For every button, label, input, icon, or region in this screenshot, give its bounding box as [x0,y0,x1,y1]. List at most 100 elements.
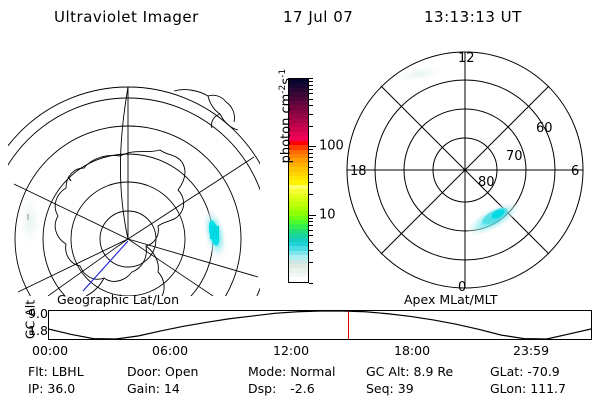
status-bar: Flt: LBHL IP: 36.0 Door: Open Gain: 14 M… [0,364,600,400]
mlat-label-60: 60 [536,121,553,136]
mlt-label-0: 0 [458,280,466,295]
observation-time: 13:13:13 UT [424,8,522,26]
aurora-emission-geographic [202,208,228,260]
colorbar-band-35 [289,233,308,238]
colorbar-minor-tick [309,166,313,168]
mlat-label-70: 70 [506,149,523,164]
colorbar-band-38 [289,246,308,251]
unit-exponent-2: -1 [277,68,288,78]
colorbar-band-15 [289,145,308,150]
colorbar-band-4 [289,96,308,102]
colorbar-band-2 [289,87,308,93]
colorbar-band-40 [289,255,308,260]
colorbar-band-11 [289,127,308,132]
meridian-lines [13,87,259,296]
colorbar-minor-tick [309,161,313,163]
status-gc-alt: GC Alt: 8.9 Re [366,364,453,379]
colorbar-band-23 [289,180,308,185]
colorbar-minor-tick [309,217,313,219]
colorbar-minor-tick [309,221,313,223]
colorbar-band-17 [289,153,308,159]
instrument-title: Ultraviolet Imager [54,8,199,26]
colorbar-band-18 [289,158,308,163]
status-glon: GLon: 111.7 [490,381,566,396]
colorbar-minor-tick [309,250,313,252]
status-mode: Mode: Normal [248,364,336,379]
colorbar-band-10 [289,123,308,128]
unit-exponent-1: -2 [277,84,288,94]
colorbar-band-8 [289,114,308,119]
filter-label: Flt: [28,364,48,379]
colorbar-band-16 [289,149,308,154]
orbit-xtick-4: 23:59 [513,343,550,358]
orbit-xtick-1: 06:00 [152,343,189,358]
colorbar-band-41 [289,259,308,265]
status-dsp: Dsp: -2.6 [248,381,315,396]
colorbar-band-45 [289,277,308,282]
colorbar-minor-tick [309,156,313,158]
geographic-polar-map [8,44,260,296]
orbit-xtick-3: 18:00 [394,343,431,358]
orbit-ytick-high: 9.0 [28,306,48,321]
seq-value: 39 [397,381,414,396]
colorbar-band-31 [289,215,308,220]
glon-label: GLon: [490,381,527,396]
gc-alt-value: 8.9 Re [413,364,454,379]
colorbar-band-12 [289,131,308,137]
current-time-marker [347,311,350,339]
mlt-spokes [347,52,583,288]
gain-value: 14 [163,381,180,396]
mlt-label-18: 18 [350,164,367,179]
mlat-label-80: 80 [478,175,495,190]
colorbar-band-30 [289,211,308,216]
orbit-track-line [82,240,129,292]
colorbar-band-25 [289,189,308,194]
orbit-xtick-2: 12:00 [273,343,310,358]
orbit-ytick-low: 1.8 [28,323,48,338]
colorbar-band-7 [289,109,308,115]
faint-emission-noon [394,65,446,83]
colorbar-minor-tick [309,235,313,237]
mlt-label-12: 12 [458,51,475,66]
orbit-xtick-0: 00:00 [32,343,69,358]
glon-value: 111.7 [530,381,566,396]
colorbar-minor-tick [309,93,313,95]
unit-mid: s [279,77,295,85]
filter-value: LBHL [51,364,84,379]
colorbar-minor-tick [309,262,313,264]
dsp-label: Dsp: [248,381,277,396]
colorbar-band-43 [289,268,308,273]
colorbar-band-44 [289,272,308,278]
colorbar-band-5 [289,101,308,106]
door-value: Open [165,364,199,379]
antarctic-coastline [54,149,186,296]
colorbar-band-24 [289,184,308,190]
glat-value: -70.9 [527,364,560,379]
colorbar-major-tick-1 [309,214,316,216]
curved-meridian [119,86,129,240]
colorbar-minor-tick [309,149,313,151]
colorbar-band-3 [289,92,308,97]
colorbar-band-39 [289,250,308,256]
colorbar-minor-tick [309,98,313,100]
colorbar-minor-tick [309,78,313,79]
colorbar-band-22 [289,175,308,181]
mlat-ring-labels: 60 70 80 [478,121,553,190]
colorbar-band-42 [289,264,308,269]
faint-emission-left [19,195,41,247]
colorbar-minor-tick [309,241,313,243]
colorbar-minor-tick [309,152,313,154]
orbit-x-axis: 00:00 06:00 12:00 18:00 23:59 [0,343,600,361]
aurora-emission-apex [466,201,520,237]
colorbar-minor-tick [309,182,313,184]
orbit-altitude-plot [48,310,592,340]
orbit-y-axis: GC Alt 9.0 1.8 [18,300,49,346]
colorbar-minor-tick [309,229,313,231]
status-seq: Seq: 39 [366,381,414,396]
geographic-graticule [8,86,260,296]
colorbar-band-6 [289,105,308,110]
geographic-map-svg [8,86,260,296]
status-gain: Gain: 14 [127,381,180,396]
mlt-hour-labels: 12 6 0 18 [350,51,579,295]
colorbar-minor-tick [309,173,313,175]
